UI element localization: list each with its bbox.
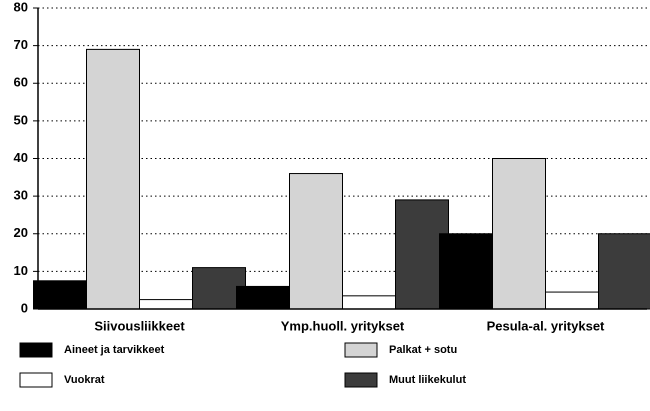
bar bbox=[342, 295, 396, 310]
legend-label: Palkat + sotu bbox=[389, 344, 457, 356]
bar bbox=[86, 48, 140, 310]
bar bbox=[492, 158, 546, 310]
y-tick-label: 10 bbox=[14, 263, 28, 278]
x-tick-label: Ymp.huoll. yritykset bbox=[281, 318, 405, 333]
y-tick-label: 40 bbox=[14, 150, 28, 165]
bar bbox=[545, 291, 599, 310]
legend-swatch bbox=[19, 372, 53, 388]
legend-swatch bbox=[19, 342, 53, 358]
y-tick-label: 60 bbox=[14, 75, 28, 90]
legend-swatch bbox=[344, 372, 378, 388]
x-tick-label: Siivousliikkeet bbox=[94, 318, 185, 333]
y-tick-label: 0 bbox=[21, 300, 28, 315]
legend-label: Aineet ja tarvikkeet bbox=[64, 344, 165, 356]
bar bbox=[439, 233, 493, 310]
bar bbox=[289, 173, 343, 310]
bar bbox=[236, 285, 290, 310]
legend-swatch bbox=[344, 342, 378, 358]
bar bbox=[33, 280, 87, 310]
y-tick-label: 70 bbox=[14, 37, 28, 52]
y-tick-label: 50 bbox=[14, 112, 28, 127]
y-tick-label: 30 bbox=[14, 188, 28, 203]
y-tick-label: 80 bbox=[14, 0, 28, 14]
legend-label: Vuokrat bbox=[64, 374, 105, 386]
bar bbox=[139, 299, 193, 310]
legend-label: Muut liikekulut bbox=[389, 374, 466, 386]
bar bbox=[598, 233, 650, 310]
y-tick-label: 20 bbox=[14, 225, 28, 240]
x-tick-label: Pesula-al. yritykset bbox=[487, 318, 605, 333]
